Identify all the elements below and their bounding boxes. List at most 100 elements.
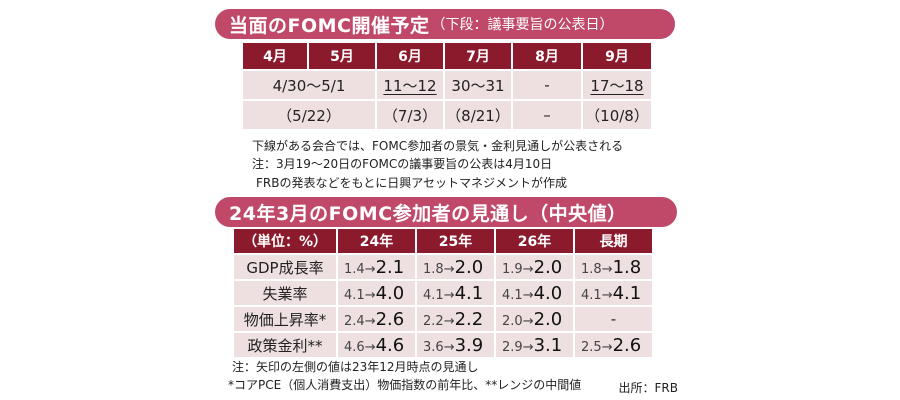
previous-value: 4.1 — [581, 287, 602, 303]
fomc-schedule-title-main: 当面のFOMC開催予定 — [229, 14, 430, 37]
previous-value: 1.8 — [581, 261, 602, 277]
month-header: 5月 — [309, 43, 375, 69]
minutes-date-cell: （10/8） — [583, 101, 651, 129]
minutes-date-cell: – — [513, 101, 581, 129]
source-credit: 出所：FRB — [618, 381, 678, 395]
meeting-date-cell: 11〜12 — [377, 71, 443, 99]
current-value: 1.8 — [612, 256, 642, 278]
current-value: 3.9 — [454, 334, 484, 356]
arrow-icon: → — [364, 339, 376, 355]
fomc-outlook-title: 24年3月のFOMC参加者の見通し（中央値） — [215, 197, 677, 227]
value-cell: 4.1→4.0 — [338, 281, 415, 305]
arrow-icon: → — [443, 339, 455, 355]
current-value: 2.2 — [454, 308, 484, 330]
previous-value: 1.4 — [344, 261, 365, 277]
note-minutes: 注：3月19〜20日のFOMCの議事要旨の公表は4月10日 — [252, 157, 553, 171]
fomc-schedule-title-sub: （下段：議事要旨の公表日） — [431, 17, 614, 33]
arrow-icon: → — [443, 287, 455, 303]
outlook-header-row: （単位：%） 24年 25年 26年 長期 — [234, 229, 652, 253]
value-cell: 2.9→3.1 — [496, 333, 573, 357]
month-header: 6月 — [377, 43, 443, 69]
previous-value: 2.2 — [423, 313, 444, 329]
previous-value: 2.4 — [344, 313, 365, 329]
month-header: 9月 — [583, 43, 651, 69]
arrow-icon: → — [522, 313, 534, 329]
meeting-date-underlined: 11〜12 — [383, 76, 437, 95]
current-value: 2.0 — [533, 308, 563, 330]
current-value: 4.1 — [454, 282, 484, 304]
minutes-date-cell: （8/21） — [445, 101, 511, 129]
arrow-icon: → — [364, 287, 376, 303]
previous-value: 3.6 — [423, 339, 444, 355]
unit-header: （単位：%） — [234, 229, 336, 253]
meeting-dates-row: 4/30〜5/1 11〜12 30〜31 - 17〜18 — [243, 71, 651, 99]
value-cell: 2.0→2.0 — [496, 307, 573, 331]
table-row: 失業率 4.1→4.0 4.1→4.1 4.1→4.0 4.1→4.1 — [234, 281, 652, 305]
current-value: 2.0 — [454, 256, 484, 278]
meeting-date-underlined: 17〜18 — [590, 76, 644, 95]
month-header: 4月 — [243, 43, 307, 69]
current-value: 4.6 — [375, 334, 405, 356]
value-cell: 1.9→2.0 — [496, 255, 573, 279]
arrow-icon: → — [522, 261, 534, 277]
fomc-outlook-title-main: 24年3月のFOMC参加者の見通し（中央値） — [229, 202, 627, 225]
arrow-icon: → — [601, 339, 613, 355]
value-cell: 1.4→2.1 — [338, 255, 415, 279]
value-cell: 1.8→2.0 — [417, 255, 494, 279]
value-cell: 4.1→4.0 — [496, 281, 573, 305]
value-cell: 2.4→2.6 — [338, 307, 415, 331]
row-label: 失業率 — [234, 281, 336, 305]
minutes-date-cell: （5/22） — [243, 101, 375, 129]
year-header: 長期 — [575, 229, 652, 253]
table-row: GDP成長率 1.4→2.1 1.8→2.0 1.9→2.0 1.8→1.8 — [234, 255, 652, 279]
previous-value: 4.1 — [423, 287, 444, 303]
note-source-compiled: FRBの発表などをもとに日興アセットマネジメントが作成 — [256, 176, 567, 190]
current-value: 2.6 — [612, 334, 642, 356]
meeting-date-cell: 4/30〜5/1 — [243, 71, 375, 99]
meeting-date-cell: 30〜31 — [445, 71, 511, 99]
meeting-date-cell: 17〜18 — [583, 71, 651, 99]
arrow-icon: → — [601, 287, 613, 303]
year-header: 24年 — [338, 229, 415, 253]
note-footnote: *コアPCE（個人消費支出）物価指数の前年比、**レンジの中間値 — [228, 378, 582, 392]
note-underline: 下線がある会合では、FOMC参加者の景気・金利見通しが公表される — [252, 139, 624, 153]
minutes-date-cell: （7/3） — [377, 101, 443, 129]
current-value: 2.6 — [375, 308, 405, 330]
current-value: 2.0 — [533, 256, 563, 278]
current-value: 2.1 — [375, 256, 405, 278]
month-header-row: 4月 5月 6月 7月 8月 9月 — [243, 43, 651, 69]
value-cell: 1.8→1.8 — [575, 255, 652, 279]
previous-value: 1.8 — [423, 261, 444, 277]
year-header: 26年 — [496, 229, 573, 253]
meeting-date-cell: - — [513, 71, 581, 99]
value-cell: 2.2→2.2 — [417, 307, 494, 331]
arrow-icon: → — [601, 261, 613, 277]
arrow-icon: → — [364, 313, 376, 329]
value-cell: 2.5→2.6 — [575, 333, 652, 357]
minutes-dates-row: （5/22） （7/3） （8/21） – （10/8） — [243, 101, 651, 129]
previous-value: 4.6 — [344, 339, 365, 355]
year-header: 25年 — [417, 229, 494, 253]
table-row: 物価上昇率* 2.4→2.6 2.2→2.2 2.0→2.0 - — [234, 307, 652, 331]
fomc-outlook-table: （単位：%） 24年 25年 26年 長期 GDP成長率 1.4→2.1 1.8… — [232, 227, 654, 359]
arrow-icon: → — [522, 287, 534, 303]
value-cell: 3.6→3.9 — [417, 333, 494, 357]
table-row: 政策金利** 4.6→4.6 3.6→3.9 2.9→3.1 2.5→2.6 — [234, 333, 652, 357]
value-cell: 4.1→4.1 — [575, 281, 652, 305]
row-label: 政策金利** — [234, 333, 336, 357]
value-cell: - — [575, 307, 652, 331]
previous-value: 2.0 — [502, 313, 523, 329]
row-label: GDP成長率 — [234, 255, 336, 279]
current-value: 3.1 — [533, 334, 563, 356]
current-value: 4.1 — [612, 282, 642, 304]
note-arrow: 注：矢印の左側の値は23年12月時点の見通し — [232, 360, 479, 374]
current-value: 4.0 — [533, 282, 563, 304]
arrow-icon: → — [522, 339, 534, 355]
current-value: 4.0 — [375, 282, 405, 304]
previous-value: 2.9 — [502, 339, 523, 355]
previous-value: 1.9 — [502, 261, 523, 277]
month-header: 8月 — [513, 43, 581, 69]
arrow-icon: → — [443, 261, 455, 277]
month-header: 7月 — [445, 43, 511, 69]
fomc-schedule-table: 4月 5月 6月 7月 8月 9月 4/30〜5/1 11〜12 30〜31 -… — [241, 41, 653, 131]
